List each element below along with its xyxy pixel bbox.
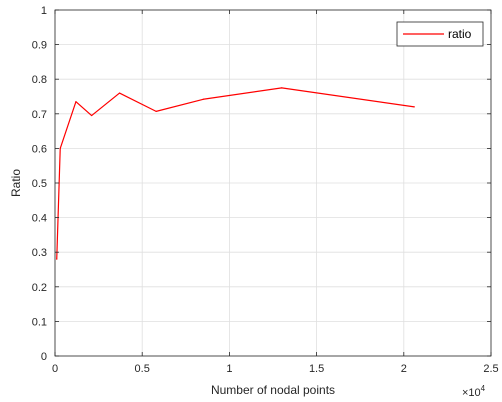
y-tick-label: 1 xyxy=(41,5,47,17)
y-tick-label: 0.3 xyxy=(32,247,47,259)
y-tick-label: 0.2 xyxy=(32,282,47,294)
x-tick-label: 2 xyxy=(401,363,407,375)
y-tick-label: 0.8 xyxy=(32,74,47,86)
data-point xyxy=(75,101,77,103)
y-tick-labels: 0 0.1 0.2 0.3 0.4 0.5 0.6 0.7 0.8 0.9 1 xyxy=(32,5,47,363)
y-tick-label: 0.9 xyxy=(32,40,47,52)
data-point xyxy=(118,92,121,94)
data-point xyxy=(413,106,415,108)
data-point xyxy=(155,110,157,112)
y-tick-label: 0 xyxy=(41,351,47,363)
y-axis-label: Ratio xyxy=(9,169,23,197)
data-point xyxy=(281,87,283,89)
x-tick-label: 0 xyxy=(52,363,58,375)
x-tick-label: 1 xyxy=(226,363,232,375)
x-tick-label: 1.5 xyxy=(309,363,324,375)
legend: ratio xyxy=(396,21,484,47)
x-exponent-label: ×104 xyxy=(462,384,486,399)
x-exponent-base: ×10 xyxy=(462,387,481,399)
data-point xyxy=(202,98,204,100)
x-tick-label: 2.5 xyxy=(483,363,498,375)
x-tick-labels: 0 0.5 1 1.5 2 2.5 xyxy=(52,363,499,375)
y-tick-label: 0.1 xyxy=(32,316,47,328)
data-point xyxy=(56,258,58,260)
x-tick-label: 0.5 xyxy=(135,363,150,375)
x-exponent-power: 4 xyxy=(481,384,486,393)
y-tick-label: 0.5 xyxy=(32,178,47,190)
y-tick-label: 0.7 xyxy=(32,109,47,121)
ticks xyxy=(54,9,492,357)
y-tick-label: 0.4 xyxy=(32,213,47,225)
y-tick-label: 0.6 xyxy=(32,143,47,155)
x-axis-label: Number of nodal points xyxy=(211,383,335,397)
grid xyxy=(54,9,492,357)
data-point xyxy=(91,114,93,117)
legend-label-ratio: ratio xyxy=(448,27,472,41)
data-point xyxy=(59,147,61,149)
series-layer xyxy=(56,87,415,260)
